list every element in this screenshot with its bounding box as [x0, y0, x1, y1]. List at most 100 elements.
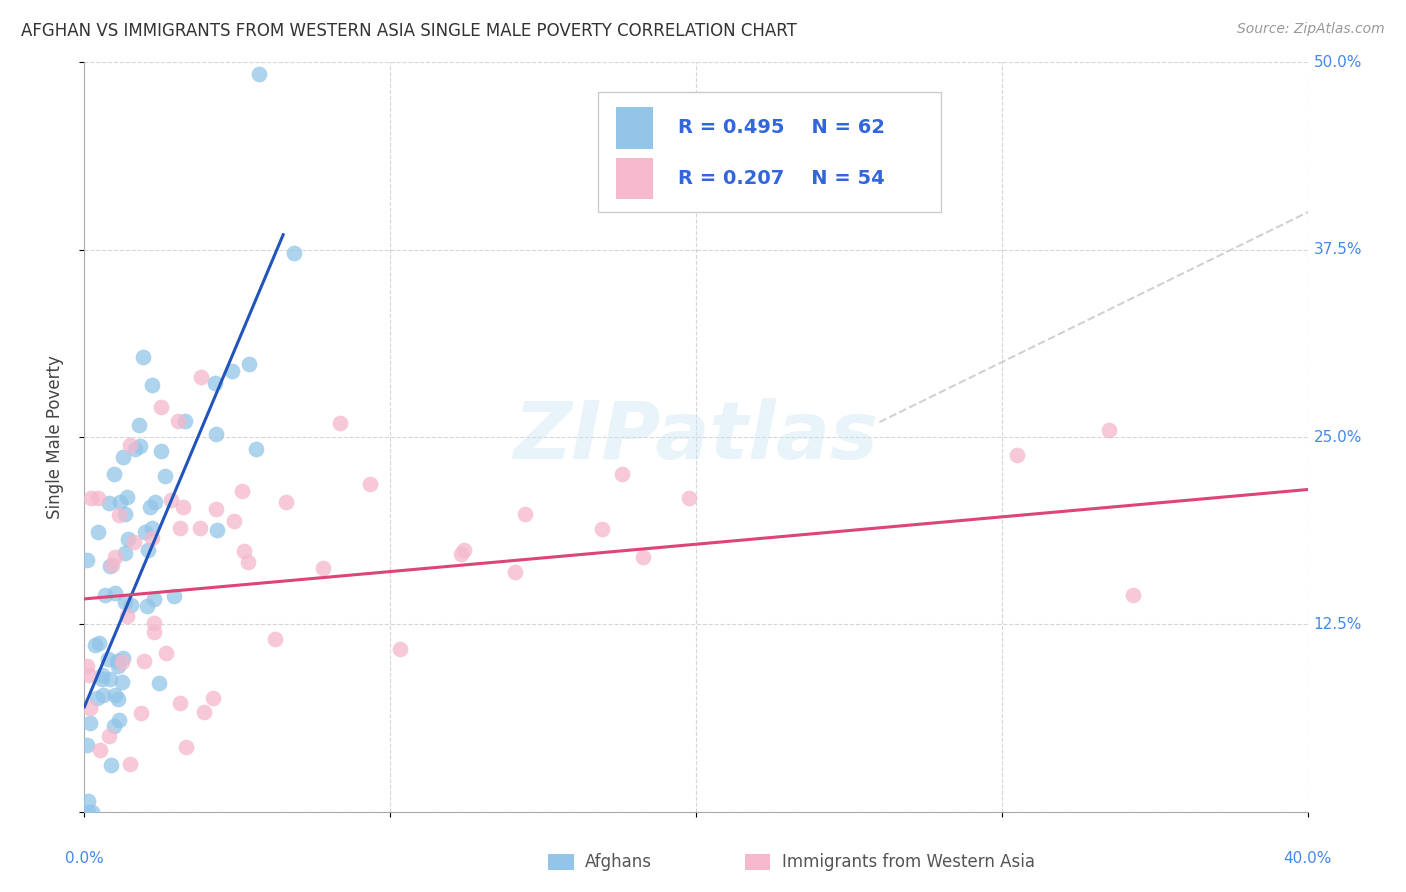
Point	[238, 555, 260, 569]
Point	[82, 805, 104, 819]
Point	[247, 67, 270, 81]
Bar	[616, 158, 654, 199]
Point	[104, 688, 127, 702]
Point	[142, 625, 165, 640]
Point	[141, 377, 163, 392]
Point	[678, 491, 700, 505]
Point	[104, 549, 127, 564]
Point	[1122, 588, 1144, 602]
Point	[111, 651, 134, 665]
Point	[91, 668, 114, 682]
Point	[90, 672, 112, 686]
Point	[94, 588, 117, 602]
Point	[98, 495, 121, 509]
Point	[79, 668, 101, 682]
Point	[120, 437, 142, 451]
Point	[115, 609, 138, 624]
Point	[264, 632, 287, 647]
Point	[143, 591, 166, 606]
Point	[204, 501, 226, 516]
Point	[115, 490, 138, 504]
Point	[389, 641, 412, 656]
Point	[503, 565, 526, 579]
Bar	[616, 107, 654, 149]
Point	[136, 542, 159, 557]
Text: Source: ZipAtlas.com: Source: ZipAtlas.com	[1237, 22, 1385, 37]
Text: 40.0%: 40.0%	[1284, 851, 1331, 865]
Point	[153, 468, 176, 483]
Point	[128, 418, 150, 433]
Point	[117, 532, 139, 546]
Point	[107, 658, 129, 673]
Point	[245, 442, 267, 457]
Point	[148, 676, 170, 690]
Point	[108, 494, 131, 508]
Point	[201, 691, 224, 706]
Point	[142, 615, 165, 630]
Point	[190, 370, 212, 384]
Y-axis label: Single Male Poverty: Single Male Poverty	[45, 355, 63, 519]
Point	[79, 716, 101, 731]
Point	[231, 484, 253, 499]
Point	[159, 492, 181, 507]
Text: 50.0%: 50.0%	[1313, 55, 1362, 70]
Point	[610, 467, 633, 482]
Text: R = 0.495    N = 62: R = 0.495 N = 62	[678, 118, 884, 137]
Point	[107, 692, 129, 706]
Point	[149, 400, 172, 414]
Point	[132, 654, 155, 668]
Point	[87, 636, 110, 650]
Point	[172, 500, 194, 514]
Point	[193, 705, 215, 719]
Point	[163, 589, 186, 603]
Point	[103, 719, 125, 733]
Point	[359, 477, 381, 491]
Point	[141, 531, 163, 545]
Point	[274, 495, 297, 509]
Point	[149, 444, 172, 458]
Bar	[598, 93, 941, 212]
Point	[1005, 448, 1028, 462]
Point	[222, 514, 245, 528]
Text: ZIPatlas: ZIPatlas	[513, 398, 879, 476]
Point	[97, 729, 120, 743]
Point	[174, 740, 197, 755]
Point	[205, 427, 228, 442]
Point	[98, 559, 121, 574]
Point	[169, 521, 191, 535]
Point	[77, 805, 100, 819]
Point	[134, 525, 156, 540]
Point	[122, 535, 145, 549]
Point	[169, 697, 191, 711]
Point	[143, 495, 166, 509]
Point	[453, 542, 475, 557]
Point	[329, 416, 352, 430]
Point	[129, 706, 152, 720]
Point	[91, 688, 114, 702]
Point	[591, 522, 613, 536]
Point	[155, 647, 177, 661]
Point	[120, 757, 142, 772]
Point	[100, 757, 122, 772]
Point	[114, 546, 136, 560]
Point	[114, 595, 136, 609]
Point	[204, 376, 226, 390]
Point	[101, 558, 124, 572]
Point	[136, 599, 159, 614]
Point	[139, 500, 162, 514]
Point	[312, 561, 335, 575]
Text: AFGHAN VS IMMIGRANTS FROM WESTERN ASIA SINGLE MALE POVERTY CORRELATION CHART: AFGHAN VS IMMIGRANTS FROM WESTERN ASIA S…	[21, 22, 797, 40]
Point	[77, 794, 100, 808]
Point	[633, 550, 655, 565]
Point	[111, 450, 134, 465]
Text: R = 0.207    N = 54: R = 0.207 N = 54	[678, 169, 884, 188]
Point	[141, 520, 163, 534]
Point	[84, 638, 107, 652]
Point	[167, 413, 190, 427]
Point	[103, 467, 125, 482]
Text: 12.5%: 12.5%	[1313, 617, 1362, 632]
Point	[86, 524, 108, 539]
Point	[98, 673, 121, 687]
Point	[86, 691, 108, 706]
Point	[103, 586, 125, 600]
